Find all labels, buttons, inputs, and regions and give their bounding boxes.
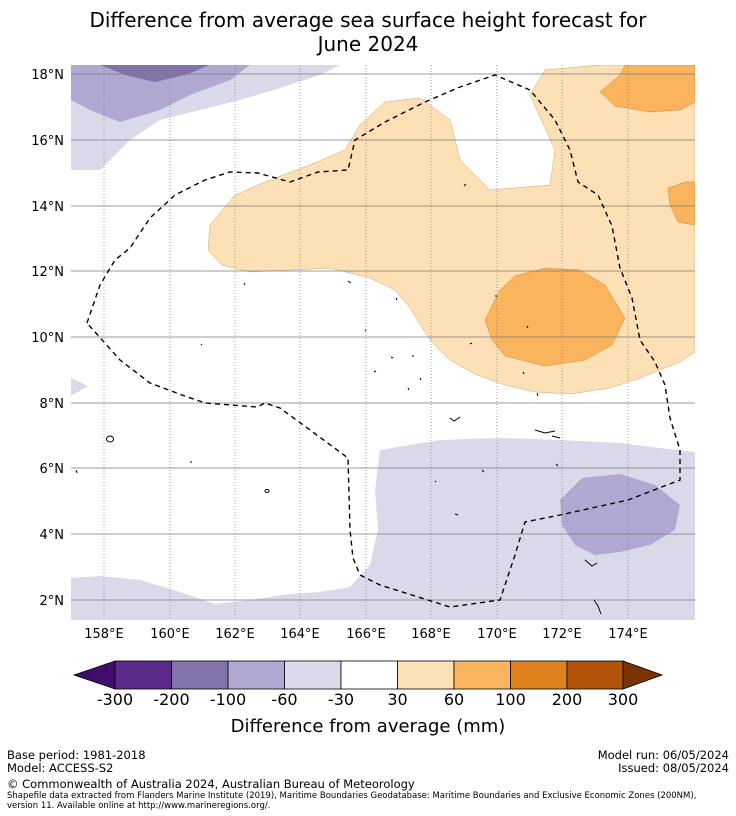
map-title-line1: Difference from average sea surface heig… bbox=[89, 8, 647, 32]
lon-label-168e: 168°E bbox=[411, 627, 451, 642]
colorbar-label-200: 200 bbox=[551, 690, 583, 709]
lat-label-18n: 18°N bbox=[31, 68, 64, 83]
colorbar-label-neg60: -60 bbox=[271, 690, 298, 709]
map-plot-area bbox=[71, 65, 695, 620]
colorbar-extend-low bbox=[72, 660, 116, 690]
lat-label-12n: 12°N bbox=[31, 265, 64, 280]
lat-label-6n: 6°N bbox=[40, 462, 65, 477]
eez-boundary-line bbox=[86, 74, 681, 608]
lon-label-160e: 160°E bbox=[150, 627, 190, 642]
shapefile-note: Shapefile data extracted from Flanders M… bbox=[7, 791, 697, 811]
colorbar-segment-8 bbox=[510, 660, 568, 690]
lat-label-16n: 16°N bbox=[31, 134, 64, 149]
anomaly-region-neg-30-south bbox=[71, 438, 695, 620]
lon-label-174e: 174°E bbox=[608, 627, 648, 642]
model-text: Model: ACCESS-S2 bbox=[7, 761, 114, 775]
colorbar-segment-2 bbox=[171, 660, 229, 690]
colorbar-label-60: 60 bbox=[443, 690, 465, 709]
colorbar-label-300: 300 bbox=[607, 690, 639, 709]
lon-label-172e: 172°E bbox=[542, 627, 582, 642]
colorbar-segment-6 bbox=[397, 660, 455, 690]
issued-text: Issued: 08/05/2024 bbox=[618, 761, 729, 775]
anomaly-region-neg-60-south bbox=[560, 474, 680, 555]
lat-label-14n: 14°N bbox=[31, 200, 64, 215]
colorbar-title: Difference from average (mm) bbox=[230, 716, 506, 737]
colorbar-extend-high bbox=[622, 660, 664, 690]
anomaly-region-pos-60-northeast bbox=[599, 65, 695, 113]
colorbar-segment-9 bbox=[566, 660, 624, 690]
copyright-text: © Commonwealth of Australia 2024, Austra… bbox=[7, 777, 415, 791]
lat-label-2n: 2°N bbox=[40, 594, 65, 609]
colorbar-segment-7 bbox=[453, 660, 511, 690]
map-title: Difference from average sea surface heig… bbox=[0, 8, 736, 56]
colorbar-label-neg30: -30 bbox=[327, 690, 355, 709]
colorbar-label-neg200: -200 bbox=[153, 690, 190, 709]
anomaly-region-neg-60-north bbox=[71, 65, 250, 122]
anomaly-region-pos-60-east bbox=[667, 181, 695, 226]
anomaly-region-pos-60-central bbox=[484, 267, 626, 367]
lon-label-162e: 162°E bbox=[215, 627, 255, 642]
anomaly-region-neg-100-north bbox=[100, 65, 210, 82]
colorbar-segment-4 bbox=[284, 660, 342, 690]
gridlines bbox=[71, 65, 695, 620]
lat-label-10n: 10°N bbox=[31, 331, 64, 346]
colorbar-segment-1 bbox=[114, 660, 172, 690]
model-run-text: Model run: 06/05/2024 bbox=[597, 748, 729, 762]
colorbar-label-neg100: -100 bbox=[209, 690, 247, 709]
lat-label-8n: 8°N bbox=[40, 397, 65, 412]
lat-label-4n: 4°N bbox=[40, 528, 65, 543]
colorbar-label-neg300: -300 bbox=[96, 690, 134, 709]
lon-labels: 158°E 160°E 162°E 164°E 166°E 168°E 170°… bbox=[84, 627, 648, 642]
colorbar-segment-3 bbox=[227, 660, 285, 690]
anomaly-region-neg-30-west bbox=[71, 378, 88, 396]
lon-label-158e: 158°E bbox=[84, 627, 124, 642]
map-title-line2: June 2024 bbox=[317, 32, 419, 56]
lon-label-170e: 170°E bbox=[477, 627, 517, 642]
colorbar bbox=[72, 660, 664, 690]
base-period-text: Base period: 1981-2018 bbox=[7, 748, 146, 762]
colorbar-label-30: 30 bbox=[387, 690, 408, 709]
colorbar-label-100: 100 bbox=[495, 690, 526, 709]
colorbar-segment-5 bbox=[340, 660, 398, 690]
lat-labels: 18°N 16°N 14°N 12°N 10°N 8°N 6°N 4°N 2°N bbox=[31, 68, 64, 609]
lon-label-166e: 166°E bbox=[346, 627, 386, 642]
lon-label-164e: 164°E bbox=[280, 627, 320, 642]
islands bbox=[75, 183, 602, 615]
